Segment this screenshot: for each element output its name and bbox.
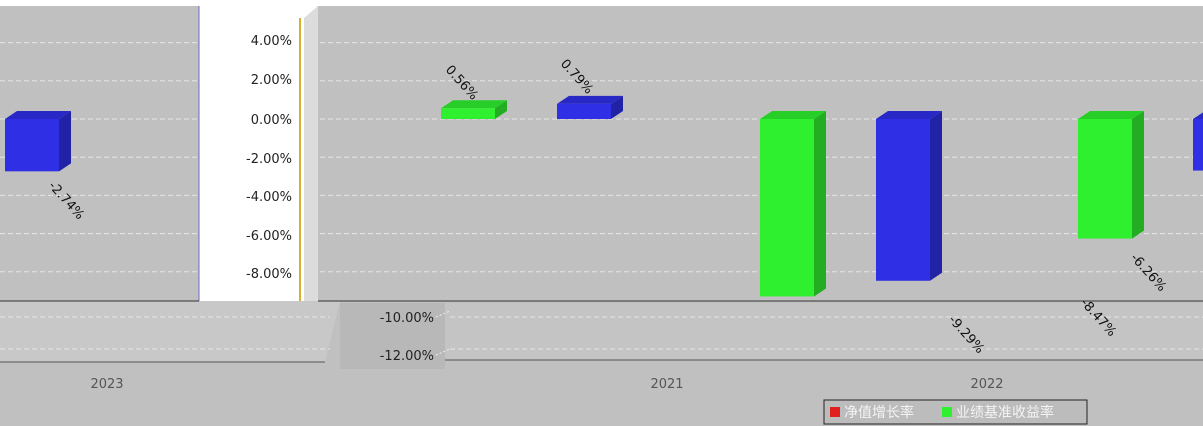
bar <box>1078 111 1144 239</box>
y-tick-label: 4.00% <box>251 34 292 49</box>
bar <box>1193 112 1203 171</box>
bar-top <box>1078 111 1144 119</box>
bar-side <box>1132 111 1144 239</box>
x-tick-label: 2021 <box>650 377 683 392</box>
bar-face <box>1193 119 1203 171</box>
y-tick-label: -12.00% <box>380 349 434 364</box>
bar-side <box>814 111 826 297</box>
bars-main-panel <box>441 95 1203 297</box>
bar-face <box>557 103 611 119</box>
y-tick-label: -6.00% <box>246 229 292 244</box>
x-tick-labels: 2023 2021 2022 <box>90 377 1003 392</box>
x-tick-label: 2022 <box>970 377 1003 392</box>
y-tick-label: -8.00% <box>246 267 292 282</box>
legend-label-benchmark: 业绩基准收益率 <box>956 404 1054 421</box>
bar-side <box>495 100 507 119</box>
bottom-left-floor <box>0 301 340 362</box>
x-tick-label: 2023 <box>90 377 123 392</box>
legend-label-nav-growth: 净值增长率 <box>844 404 914 421</box>
bar <box>876 111 942 281</box>
legend-box <box>823 399 1088 425</box>
bar-side <box>930 111 942 281</box>
bar-face <box>1078 119 1132 239</box>
y-tick-labels: 4.00% 2.00% 0.00% -2.00% -4.00% -6.00% -8.00% -… <box>246 34 451 364</box>
bar <box>441 100 507 119</box>
bar <box>5 111 71 172</box>
y-tick-label: -10.00% <box>380 311 434 326</box>
y-tick-label: -4.00% <box>246 190 292 205</box>
y-tick-label: -2.00% <box>246 152 292 167</box>
bar <box>557 95 623 119</box>
bar-top <box>876 111 942 119</box>
bar-top <box>5 111 71 119</box>
tick-mark <box>435 310 451 318</box>
bar-top <box>557 95 623 104</box>
depth-wall <box>304 6 318 301</box>
bar-top <box>441 100 507 109</box>
legend-swatch-benchmark <box>942 407 952 417</box>
bar-face <box>760 119 814 297</box>
bar <box>760 111 826 297</box>
bar-side <box>611 95 623 119</box>
y-tick-label: 0.00% <box>251 113 292 128</box>
y-tick-label: 2.00% <box>251 73 292 88</box>
tick-mark <box>435 348 451 356</box>
bar-face <box>876 119 930 281</box>
bar-face <box>5 119 59 172</box>
bar-side <box>59 111 71 172</box>
bottom-axis-block <box>340 303 445 369</box>
bars-left-panel <box>5 111 71 172</box>
bar-top <box>1193 112 1203 119</box>
legend-swatch-nav-growth <box>830 407 840 417</box>
bar-face <box>441 108 495 119</box>
legend: 净值增长率 业绩基准收益率 <box>823 399 1088 425</box>
bar-top <box>760 111 826 119</box>
